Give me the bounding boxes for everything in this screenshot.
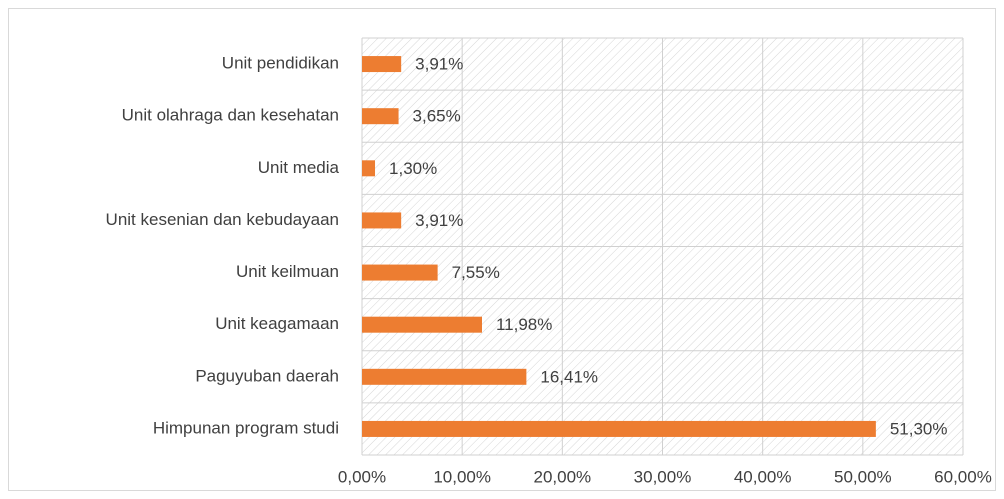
y-tick-label: Paguyuban daerah: [195, 366, 339, 385]
x-tick-label: 10,00%: [433, 467, 491, 486]
data-label: 3,91%: [415, 55, 463, 74]
x-tick-label: 30,00%: [634, 467, 692, 486]
bar: [362, 264, 438, 281]
data-label: 3,91%: [415, 211, 463, 230]
bar: [362, 160, 376, 177]
data-label: 16,41%: [540, 367, 598, 386]
x-tick-label: 20,00%: [533, 467, 591, 486]
x-tick-label: 50,00%: [834, 467, 892, 486]
data-label: 7,55%: [452, 263, 500, 282]
y-tick-label: Unit olahraga dan kesehatan: [122, 106, 339, 125]
x-tick-label: 40,00%: [734, 467, 792, 486]
y-tick-label: Unit media: [258, 158, 340, 177]
bar: [362, 316, 482, 333]
y-tick-label: Unit keilmuan: [236, 262, 339, 281]
data-label: 51,30%: [890, 419, 948, 438]
x-tick-label: 0,00%: [338, 467, 386, 486]
data-label: 11,98%: [496, 315, 552, 334]
y-tick-label: Himpunan program studi: [153, 418, 339, 437]
bar: [362, 420, 876, 437]
bar: [362, 368, 527, 385]
bar: [362, 212, 402, 229]
data-label: 3,65%: [413, 107, 461, 126]
bar: [362, 108, 399, 125]
y-tick-label: Unit pendidikan: [222, 54, 339, 73]
data-label: 1,30%: [389, 159, 437, 178]
y-tick-label: Unit keagamaan: [215, 314, 339, 333]
x-tick-label: 60,00%: [934, 467, 992, 486]
y-tick-label: Unit kesenian dan kebudayaan: [106, 210, 339, 229]
bar: [362, 56, 402, 73]
